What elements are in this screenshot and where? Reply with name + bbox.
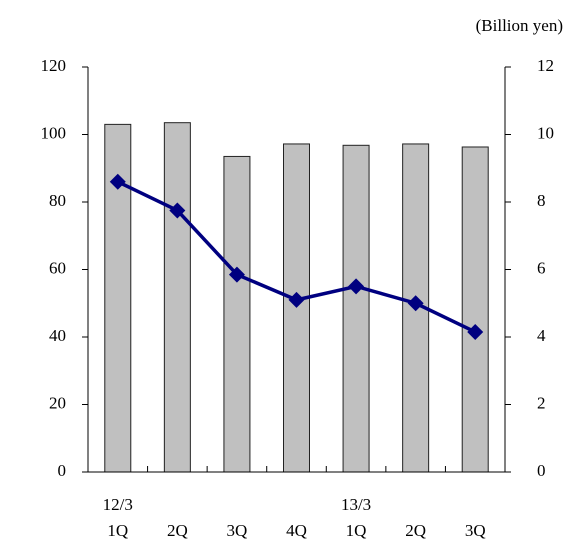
y-tick-label: 20 xyxy=(49,393,66,412)
y2-tick-label: 6 xyxy=(537,258,546,277)
y2-unit-label: (Billion yen) xyxy=(476,16,563,35)
y-tick-label: 40 xyxy=(49,326,66,345)
marker xyxy=(348,278,365,295)
marker xyxy=(228,266,245,283)
marker xyxy=(288,291,305,308)
x-tick-label: 3Q xyxy=(227,521,248,540)
marker xyxy=(169,202,186,219)
y-tick-label: 120 xyxy=(41,56,67,75)
marker xyxy=(109,173,126,190)
bar xyxy=(223,155,251,473)
y2-tick-label: 8 xyxy=(537,191,546,210)
x-tick-label: 3Q xyxy=(465,521,486,540)
marker xyxy=(407,295,424,312)
x-group-label: 13/3 xyxy=(341,495,371,514)
x-group-label: 12/3 xyxy=(103,495,133,514)
y2-tick-label: 10 xyxy=(537,123,554,142)
x-tick-label: 2Q xyxy=(167,521,188,540)
bar xyxy=(163,122,191,473)
marker xyxy=(467,323,484,340)
x-tick-label: 1Q xyxy=(346,521,367,540)
y-tick-label: 100 xyxy=(41,123,67,142)
y2-tick-label: 0 xyxy=(537,461,546,480)
y-tick-label: 60 xyxy=(49,258,66,277)
y-tick-label: 0 xyxy=(58,461,67,480)
bar xyxy=(342,144,370,473)
bar xyxy=(283,143,310,473)
x-tick-label: 1Q xyxy=(107,521,128,540)
bar xyxy=(461,146,489,473)
y-tick-label: 80 xyxy=(49,191,66,210)
y2-tick-label: 4 xyxy=(537,326,546,345)
y2-tick-label: 2 xyxy=(537,393,546,412)
x-tick-label: 2Q xyxy=(405,521,426,540)
y2-tick-label: 12 xyxy=(537,56,554,75)
x-tick-label: 4Q xyxy=(286,521,307,540)
